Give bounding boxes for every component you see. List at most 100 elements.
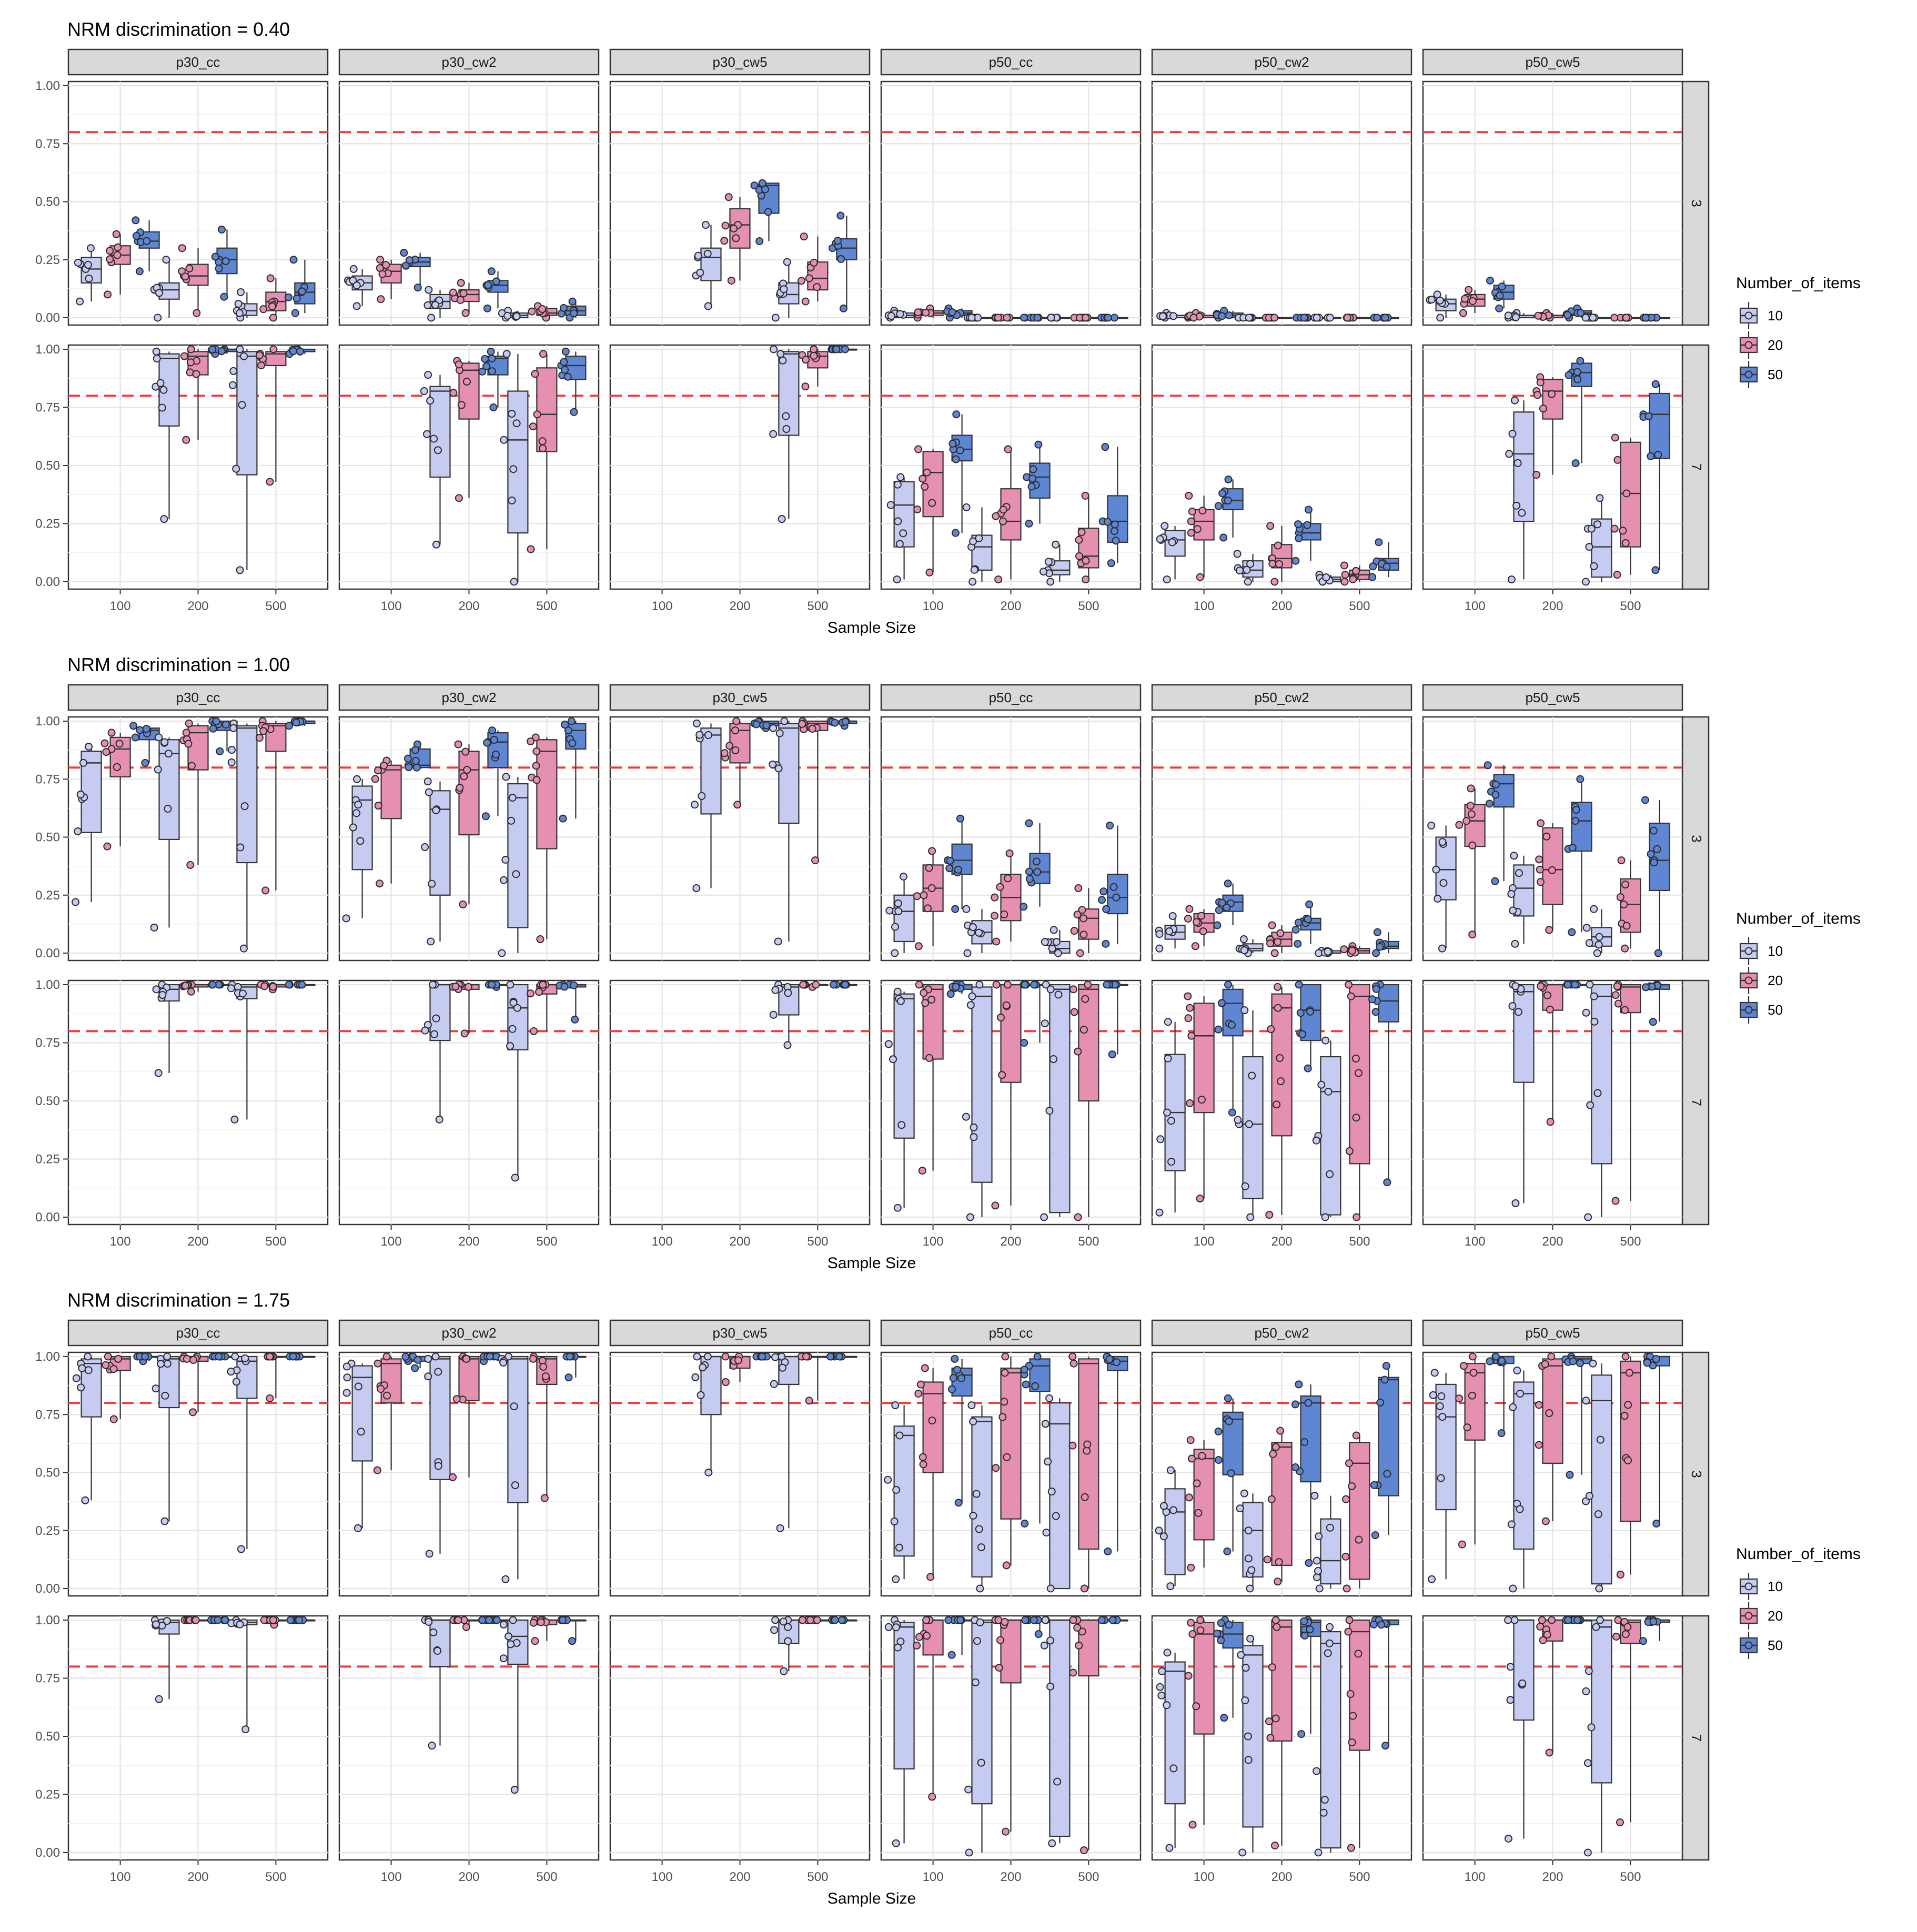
data-point (1020, 313, 1028, 322)
boxplot-100-50 (943, 304, 973, 322)
box-iqr (1049, 984, 1071, 1213)
y-tick-label: 1.00 (35, 79, 60, 93)
data-point (1548, 1616, 1556, 1624)
data-point (780, 285, 788, 294)
data-point (769, 430, 778, 438)
data-point (1225, 1417, 1233, 1425)
data-point (104, 1352, 112, 1361)
data-point (1163, 575, 1171, 584)
boxplot-200-20 (991, 1616, 1022, 1836)
data-point (74, 258, 82, 267)
data-point (1244, 578, 1252, 586)
panel-p30_cc-3 (67, 716, 329, 962)
data-point (499, 1621, 508, 1629)
boxplot-200-10 (1235, 313, 1264, 322)
data-point (954, 1499, 963, 1507)
data-point (1535, 855, 1543, 864)
boxplot-500-50 (285, 256, 316, 317)
boxplot-500-10 (1312, 1036, 1341, 1221)
data-point (236, 566, 244, 574)
data-point (1491, 791, 1500, 799)
box-iqr (236, 725, 258, 864)
data-point (449, 288, 457, 297)
data-point (1241, 1182, 1249, 1190)
legend-label: 20 (1768, 973, 1783, 988)
data-point (999, 505, 1007, 514)
boxplot-200-20 (1532, 373, 1563, 479)
boxplot-500-10 (1582, 1616, 1612, 1857)
data-point (1320, 1796, 1329, 1804)
data-point (84, 1352, 92, 1361)
boxplot-200-10 (1234, 1006, 1264, 1221)
data-point (567, 717, 576, 725)
data-point (1184, 914, 1192, 923)
data-point (992, 1464, 1000, 1472)
data-point (228, 746, 236, 754)
data-point (352, 302, 361, 310)
data-point (1584, 1213, 1592, 1221)
boxplot-200-20 (1266, 921, 1293, 957)
data-point (400, 249, 408, 257)
data-point (405, 763, 413, 772)
data-point (1438, 1413, 1447, 1421)
boxplot-100-20 (1184, 992, 1215, 1203)
data-point (693, 1352, 701, 1361)
box-iqr (1542, 1358, 1563, 1464)
box-iqr (1193, 1622, 1215, 1735)
data-point (510, 1402, 518, 1411)
data-point (1276, 1077, 1285, 1086)
data-point (1041, 1616, 1050, 1624)
boxplot-100-50 (132, 216, 160, 276)
data-point (1644, 412, 1653, 420)
data-point (925, 1054, 934, 1062)
data-point (1214, 1025, 1223, 1034)
data-point (508, 497, 516, 505)
x-tick-label: 200 (1542, 599, 1563, 613)
data-point (1266, 939, 1275, 948)
data-point (1103, 980, 1111, 989)
data-point (1616, 1818, 1624, 1827)
data-point (1348, 1482, 1356, 1490)
data-point (1621, 881, 1630, 889)
data-point (1585, 1667, 1593, 1675)
data-point (1509, 1584, 1517, 1593)
data-point (916, 1380, 925, 1389)
data-point (1298, 1030, 1307, 1038)
data-point (1219, 533, 1228, 542)
data-point (571, 1015, 579, 1024)
data-point (1590, 562, 1598, 570)
data-point (1054, 990, 1063, 999)
data-point (1214, 502, 1223, 510)
data-point (413, 1356, 422, 1364)
data-point (296, 347, 304, 356)
boxplot-500-10 (506, 980, 529, 1182)
data-point (945, 864, 954, 873)
boxplot-500-20 (1340, 561, 1370, 586)
data-point (1025, 875, 1034, 883)
data-point (704, 302, 712, 310)
data-point (1345, 1459, 1353, 1468)
data-point (1430, 1369, 1439, 1377)
data-point (541, 1372, 550, 1381)
x-tick-label: 200 (187, 599, 208, 613)
data-point (1184, 1672, 1193, 1680)
y-tick-label: 0.25 (35, 517, 60, 531)
boxplot-200-50 (1020, 1352, 1051, 1528)
data-point (780, 1667, 788, 1675)
data-point (1268, 1663, 1276, 1672)
data-point (420, 387, 428, 396)
data-point (1437, 1392, 1446, 1401)
boxplot-200-10 (692, 221, 722, 310)
data-point (1046, 1584, 1055, 1593)
boxplot-200-10 (1237, 1634, 1264, 1857)
data-point (946, 990, 955, 998)
panel-p50_cw2-3 (1151, 80, 1412, 326)
chart-title: NRM discrimination = 1.00 (67, 654, 290, 675)
data-point (1046, 1682, 1055, 1691)
box-iqr (1222, 988, 1244, 1037)
data-point (401, 261, 410, 270)
box-iqr (1493, 774, 1515, 808)
data-point (425, 1550, 433, 1558)
data-point (922, 1616, 931, 1624)
